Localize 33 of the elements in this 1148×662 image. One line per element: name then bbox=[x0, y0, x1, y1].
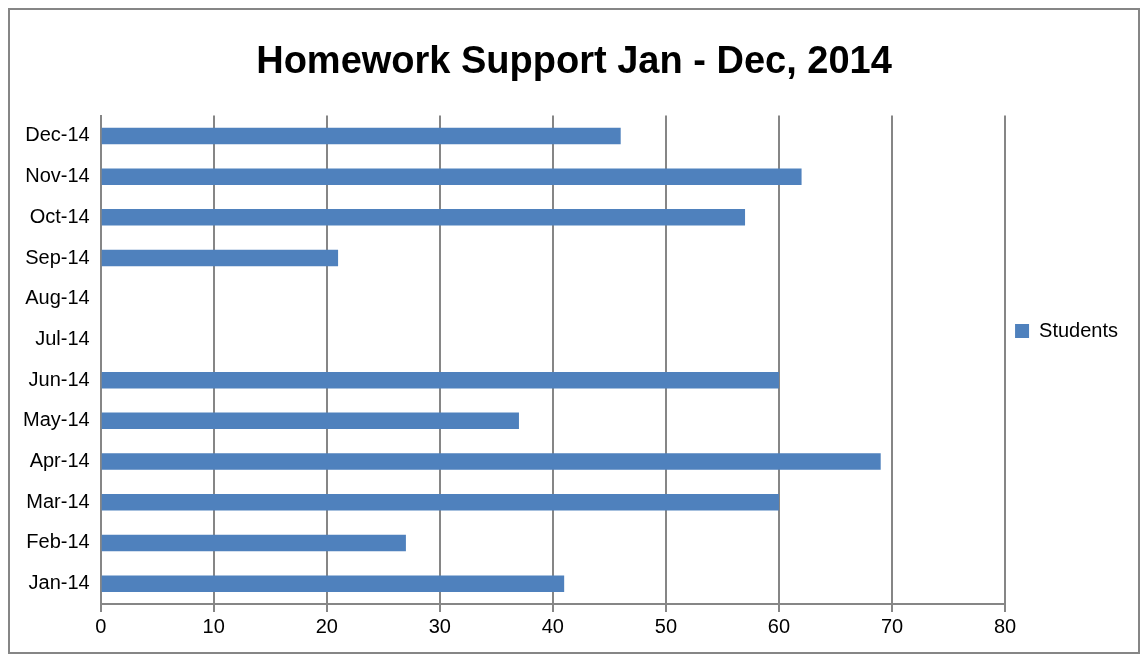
bar bbox=[101, 412, 519, 430]
y-tick-label: Jan-14 bbox=[28, 571, 90, 594]
bar bbox=[101, 534, 406, 552]
x-tick-label: 30 bbox=[428, 614, 451, 637]
x-tick-label: 40 bbox=[541, 614, 564, 637]
y-tick-label: Jul-14 bbox=[35, 326, 90, 349]
x-tick-label: 60 bbox=[767, 614, 791, 637]
y-tick-label: Dec-14 bbox=[25, 123, 90, 146]
legend-label: Students bbox=[1039, 318, 1119, 341]
y-tick-label: Sep-14 bbox=[25, 245, 90, 268]
chart-title: Homework Support Jan - Dec, 2014 bbox=[256, 39, 892, 82]
bar bbox=[101, 453, 881, 470]
y-tick-label: May-14 bbox=[22, 408, 90, 431]
y-tick-label: Jun-14 bbox=[28, 367, 90, 390]
y-tick-label: Mar-14 bbox=[26, 489, 90, 512]
bar bbox=[101, 168, 802, 185]
y-tick-label: Oct-14 bbox=[29, 204, 90, 227]
y-tick-label: Feb-14 bbox=[26, 530, 90, 553]
y-tick-label: Apr-14 bbox=[29, 449, 90, 472]
bar bbox=[101, 575, 565, 592]
x-tick-label: 10 bbox=[202, 614, 225, 637]
bar bbox=[101, 371, 779, 389]
y-tick-label: Nov-14 bbox=[25, 164, 90, 187]
bar bbox=[101, 209, 746, 226]
x-tick-label: 0 bbox=[95, 614, 107, 637]
x-tick-label: 70 bbox=[880, 614, 904, 637]
y-tick-label: Aug-14 bbox=[25, 286, 90, 309]
x-tick-label: 80 bbox=[993, 614, 1017, 637]
x-tick-label: 50 bbox=[654, 614, 678, 637]
bar bbox=[101, 494, 779, 511]
x-tick-label: 20 bbox=[315, 614, 338, 637]
bar bbox=[101, 249, 339, 267]
bar bbox=[101, 127, 621, 145]
